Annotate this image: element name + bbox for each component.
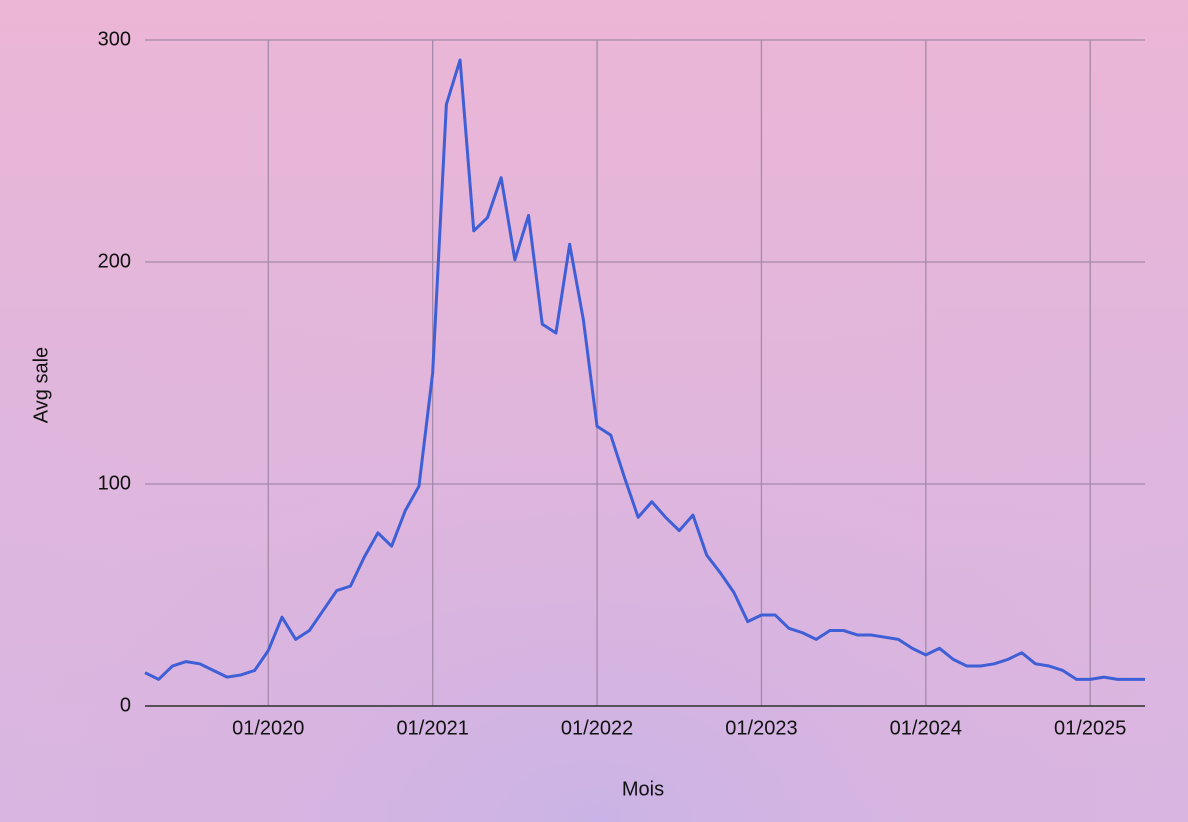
y-tick-label: 100 <box>98 472 131 494</box>
x-tick-label: 01/2020 <box>232 717 304 739</box>
y-tick-label: 200 <box>98 250 131 272</box>
x-tick-label: 01/2021 <box>397 717 469 739</box>
x-tick-label: 01/2022 <box>561 717 633 739</box>
x-tick-label: 01/2024 <box>890 717 962 739</box>
data-line <box>144 58 1145 681</box>
y-tick-label: 300 <box>98 28 131 50</box>
y-axis-title: Avg sale <box>30 347 52 423</box>
x-axis-title: Mois <box>622 778 664 800</box>
y-tick-label: 0 <box>120 694 131 716</box>
x-tick-label: 01/2023 <box>725 717 797 739</box>
x-tick-label: 01/2025 <box>1054 717 1126 739</box>
